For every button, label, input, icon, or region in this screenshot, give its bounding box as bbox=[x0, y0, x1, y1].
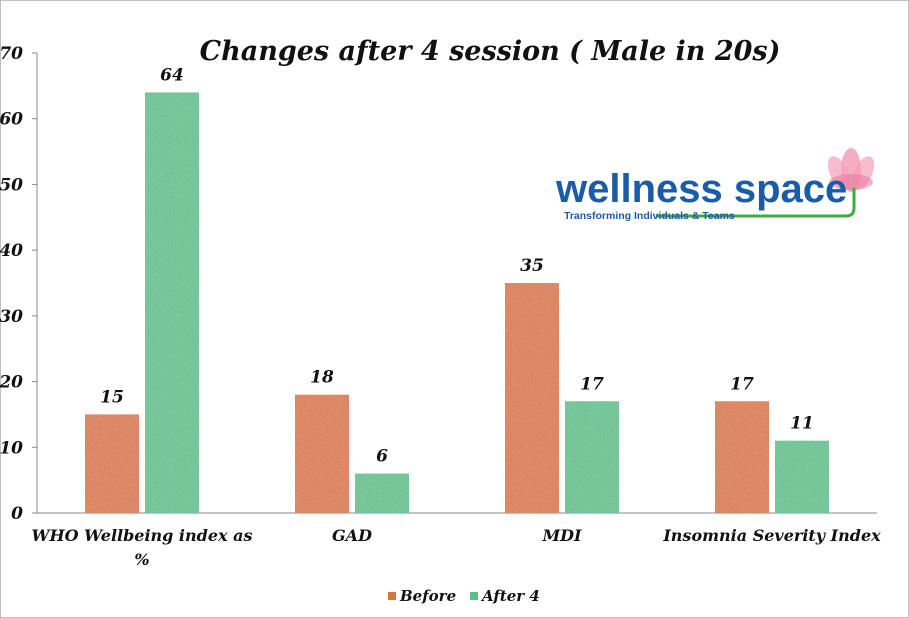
legend-swatch bbox=[470, 592, 478, 600]
bar-after bbox=[145, 92, 199, 513]
bar-after bbox=[355, 473, 409, 513]
data-label: 18 bbox=[310, 368, 334, 388]
data-label: 35 bbox=[520, 256, 544, 276]
logo-wordmark: wellness space bbox=[556, 167, 847, 211]
x-tick-label: WHO Wellbeing index as% bbox=[32, 526, 253, 569]
y-tick-label: 20 bbox=[0, 373, 23, 393]
logo-tagline: Transforming Individuals & Teams bbox=[564, 210, 735, 222]
x-tick-label: GAD bbox=[332, 526, 372, 545]
data-label: 15 bbox=[100, 387, 124, 407]
y-tick-label: 10 bbox=[0, 438, 23, 458]
bar-after bbox=[775, 440, 829, 513]
y-tick-label: 30 bbox=[0, 307, 23, 327]
legend-label: After 4 bbox=[480, 587, 540, 605]
data-label: 6 bbox=[376, 447, 388, 467]
x-tick-label: MDI bbox=[541, 526, 582, 545]
y-tick-label: 0 bbox=[11, 504, 23, 524]
data-label: 17 bbox=[730, 374, 754, 394]
data-label: 17 bbox=[580, 374, 604, 394]
y-tick-label: 40 bbox=[0, 241, 23, 261]
legend-label: Before bbox=[399, 587, 456, 605]
legend: Before After 4 bbox=[388, 587, 540, 605]
legend-swatch bbox=[388, 592, 396, 600]
bar-before bbox=[295, 394, 349, 513]
y-tick-label: 60 bbox=[0, 110, 23, 130]
chart-title: Changes after 4 session ( Male in 20s) bbox=[200, 36, 781, 67]
y-tick-label: 70 bbox=[0, 44, 23, 64]
x-axis-labels: WHO Wellbeing index as % GAD MDI Insomnia Se… bbox=[32, 526, 882, 569]
lotus-icon bbox=[827, 148, 875, 192]
bars: 15 64 18 6 35 17 17 11 bbox=[85, 65, 829, 513]
x-tick-label: Insomnia Severity Index bbox=[662, 526, 881, 545]
data-label: 11 bbox=[790, 414, 814, 434]
bar-after bbox=[565, 401, 619, 513]
bar-before bbox=[715, 401, 769, 513]
y-tick-label: 50 bbox=[0, 175, 23, 195]
data-label: 64 bbox=[160, 65, 184, 85]
bar-before bbox=[85, 414, 139, 513]
bar-before bbox=[505, 283, 559, 513]
y-axis: 0 10 20 30 40 50 60 70 bbox=[0, 44, 877, 524]
wellness-space-logo: wellness space Transforming Individuals … bbox=[556, 148, 875, 222]
